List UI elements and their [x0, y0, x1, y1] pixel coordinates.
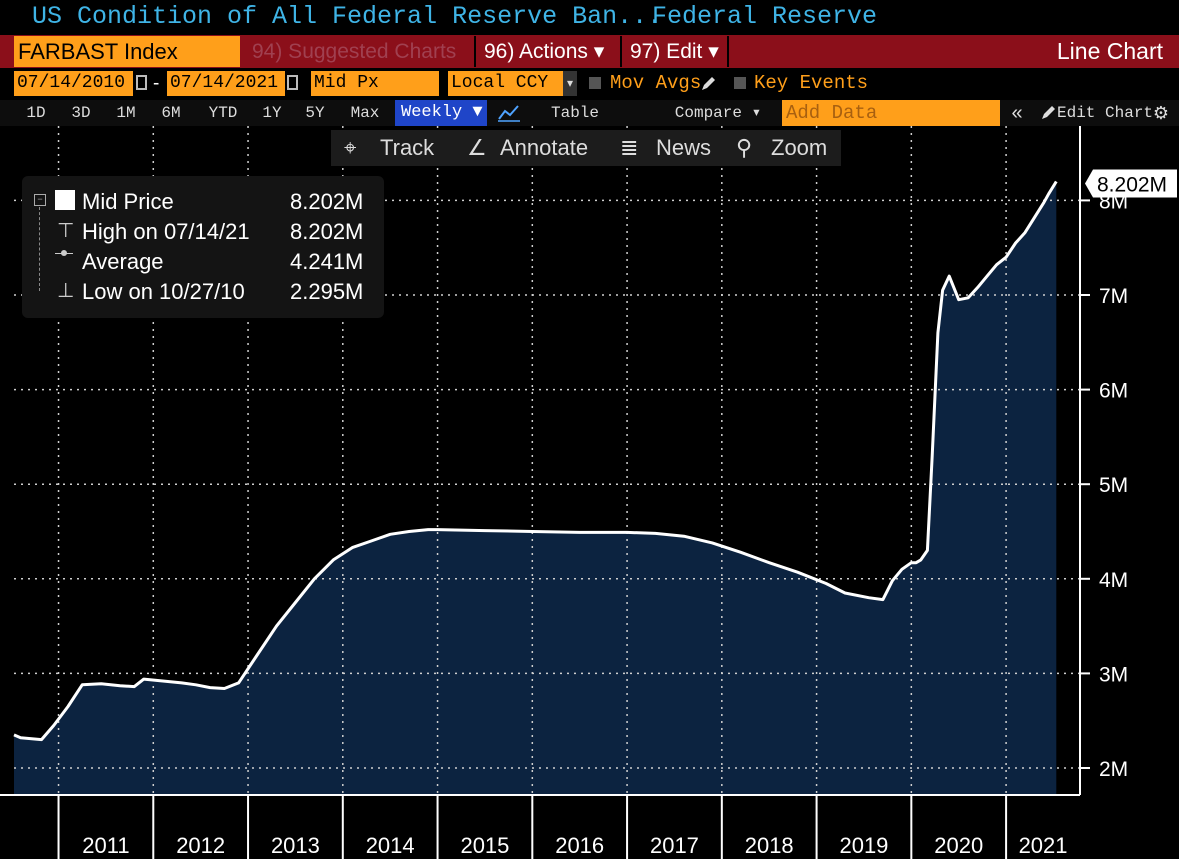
y-tick-label: 2M	[1099, 758, 1128, 781]
series-line	[13, 180, 1058, 742]
gear-icon[interactable]: ⚙	[1152, 103, 1170, 123]
compare-button[interactable]: Compare ▾	[674, 104, 762, 122]
chart-type-label[interactable]: Line Chart	[1056, 38, 1163, 64]
key-events-label[interactable]: Key Events	[754, 72, 869, 94]
x-tick-label: 2021	[1019, 833, 1068, 858]
currency-selector[interactable]: Local CCY	[448, 71, 563, 96]
series-color-swatch	[55, 190, 75, 210]
area-fill	[14, 181, 1057, 795]
field-selector[interactable]: Mid Px	[311, 71, 439, 96]
suggested-charts-button[interactable]: 94) Suggested Charts	[252, 40, 457, 63]
edit-menu-button[interactable]: 97) Edit ▾	[630, 40, 719, 63]
y-tick-label: 6M	[1099, 380, 1128, 403]
date-separator: -	[153, 73, 160, 94]
x-tick-label: 2019	[839, 833, 888, 858]
legend-average-value: 4.241M	[290, 249, 364, 274]
table-button[interactable]: Table	[550, 104, 599, 122]
start-date-field[interactable]: 07/14/2010	[14, 71, 133, 96]
x-tick-label: 2017	[650, 833, 699, 858]
low-marker-icon: ⊥	[57, 280, 75, 302]
legend-high-value: 8.202M	[290, 219, 364, 244]
legend-average-label: Average	[82, 249, 164, 274]
actions-menu-button[interactable]: 96) Actions ▾	[484, 40, 605, 63]
crosshair-icon[interactable]: ⌖	[344, 135, 357, 160]
timeframe-3d[interactable]: 3D	[71, 104, 91, 122]
y-tick-label: 4M	[1099, 569, 1128, 592]
pencil-icon[interactable]	[1040, 105, 1056, 121]
x-tick-label: 2015	[460, 833, 509, 858]
x-tick-label: 2011	[82, 833, 129, 858]
timeframe-1m[interactable]: 1M	[116, 104, 136, 122]
add-data-field[interactable]: Add Data	[782, 100, 1000, 126]
legend-low-value: 2.295M	[290, 279, 364, 304]
legend-mid-price-value: 8.202M	[290, 189, 364, 214]
x-tick-label: 2013	[271, 833, 320, 858]
legend-low-label: Low on 10/27/10	[82, 279, 245, 304]
track-button[interactable]: Track	[380, 135, 435, 160]
news-button[interactable]: News	[656, 135, 712, 160]
high-marker-icon: ⊤	[57, 220, 75, 242]
zoom-button[interactable]: Zoom	[771, 135, 828, 160]
title-bar: US Condition of All Federal Reserve Ban.…	[0, 0, 1179, 34]
source-label: Federal Reserve	[652, 2, 878, 31]
mov-avgs-checkbox[interactable]	[589, 77, 601, 89]
line-chart-icon[interactable]	[496, 103, 522, 123]
timeframe-max[interactable]: Max	[350, 104, 380, 122]
currency-dropdown-icon[interactable]: ▾	[563, 71, 577, 96]
timeframe-5y[interactable]: 5Y	[305, 104, 325, 122]
average-dot	[61, 250, 67, 256]
calendar-icon[interactable]	[136, 75, 147, 90]
frequency-selector[interactable]: Weekly ▼	[395, 100, 487, 126]
last-price-label: 8.202M	[1097, 173, 1167, 196]
key-events-checkbox[interactable]	[734, 77, 746, 89]
y-tick-label: 3M	[1099, 663, 1128, 686]
collapse-legend-icon[interactable]: −	[34, 194, 46, 206]
end-date-field[interactable]: 07/14/2021	[167, 71, 285, 96]
legend-panel: − Mid Price 8.202M ⊤ High on 07/14/21 8.…	[22, 176, 384, 318]
collapse-icon[interactable]: «	[1011, 102, 1023, 124]
divider	[474, 36, 476, 67]
divider	[620, 36, 622, 67]
last-price-tag	[1085, 169, 1177, 198]
legend-mid-price-label: Mid Price	[82, 189, 174, 214]
timeframe-1y[interactable]: 1Y	[262, 104, 282, 122]
timeframe-6m[interactable]: 6M	[161, 104, 181, 122]
edit-chart-button[interactable]: Edit Chart	[1057, 104, 1154, 122]
annotate-button[interactable]: Annotate	[500, 135, 589, 160]
timeframe-1d[interactable]: 1D	[26, 104, 46, 122]
x-tick-label: 2020	[934, 833, 983, 858]
x-tick-label: 2016	[555, 833, 604, 858]
x-tick-label: 2014	[366, 833, 415, 858]
chart-toolbar	[331, 130, 841, 166]
timeframe-ytd[interactable]: YTD	[208, 104, 238, 122]
calendar-icon[interactable]	[287, 75, 298, 90]
annotate-icon[interactable]: ∠	[467, 135, 487, 160]
y-tick-label: 5M	[1099, 474, 1128, 497]
pencil-icon[interactable]	[700, 76, 716, 92]
mov-avgs-label[interactable]: Mov Avgs	[610, 72, 702, 94]
x-tick-label: 2012	[176, 833, 225, 858]
divider	[727, 36, 729, 67]
y-tick-label: 7M	[1099, 285, 1128, 308]
zoom-icon[interactable]: ⚲	[736, 135, 753, 160]
x-tick-label: 2018	[745, 833, 794, 858]
news-icon[interactable]: ≣	[620, 135, 639, 160]
ticker-field[interactable]: FARBAST Index	[14, 36, 240, 67]
legend-high-label: High on 07/14/21	[82, 219, 250, 244]
legend-tree-line	[39, 207, 41, 291]
window-title: US Condition of All Federal Reserve Ban.…	[32, 2, 663, 31]
